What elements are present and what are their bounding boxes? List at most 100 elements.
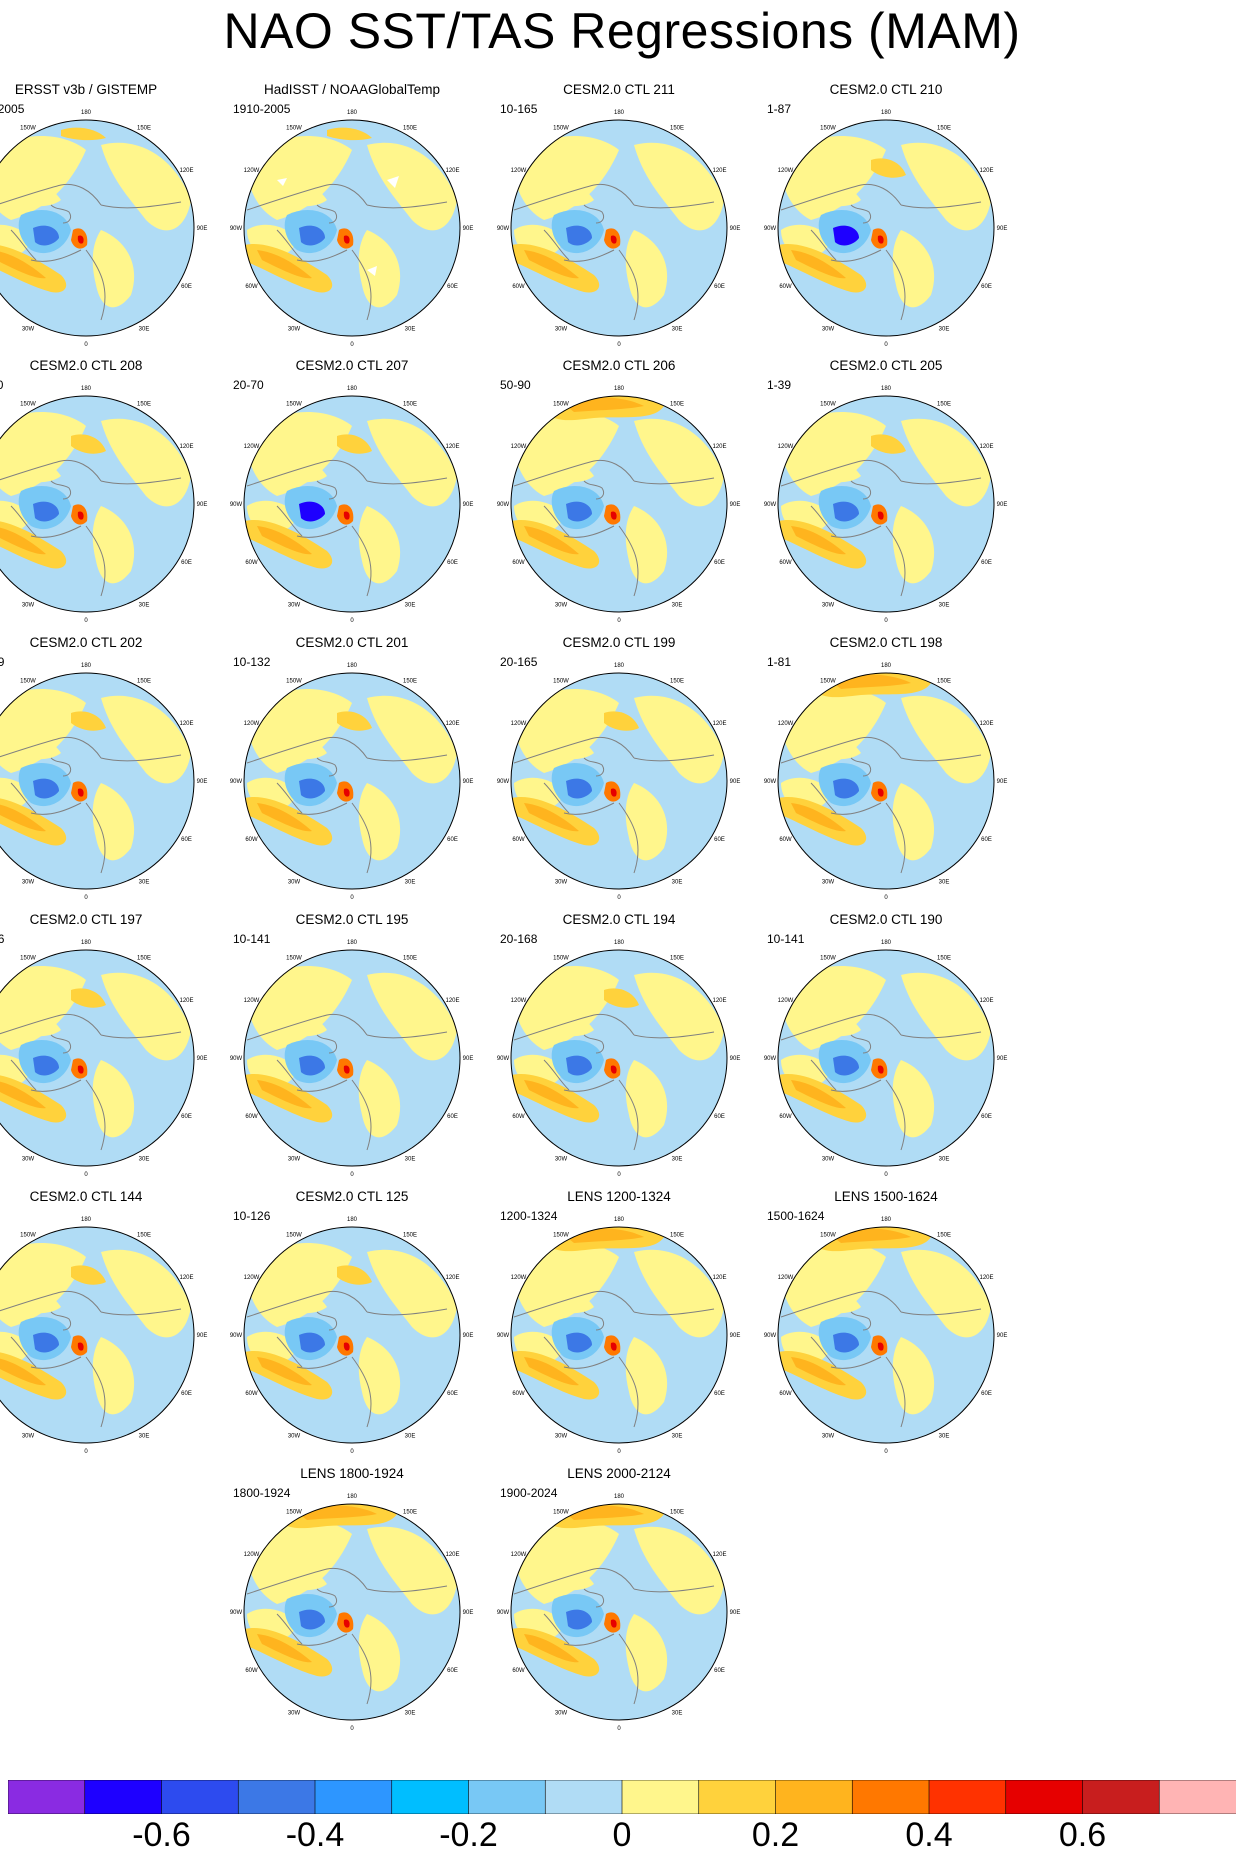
longitude-label: 180 — [347, 386, 358, 392]
longitude-label: 60W — [245, 1391, 258, 1397]
warm-region-asia — [901, 695, 991, 784]
map-boundary — [243, 1226, 461, 1444]
longitude-label: 30E — [405, 603, 416, 609]
warm-region-americas — [780, 1243, 886, 1327]
colorbar-swatch — [161, 1780, 240, 1814]
warm-region-canada — [277, 1287, 327, 1314]
longitude-label: 120W — [244, 721, 260, 727]
regression-field — [778, 673, 994, 889]
regression-field — [0, 950, 194, 1166]
longitude-label: 150E — [137, 126, 151, 132]
coastlines — [0, 183, 182, 321]
warm-region-americas — [246, 136, 352, 220]
longitude-label: 150E — [403, 126, 417, 132]
warm-spot-core — [877, 511, 884, 520]
longitude-label: 30E — [405, 1157, 416, 1163]
longitude-label: 30W — [822, 1434, 835, 1440]
longitude-label: 90E — [463, 1056, 474, 1062]
warm-region-americas — [246, 966, 352, 1050]
map-boundary — [777, 395, 995, 613]
longitude-label: 30E — [139, 603, 150, 609]
warm-region-asia — [367, 695, 457, 784]
longitude-label: 30W — [22, 1434, 35, 1440]
map-panel: CESM2.0 CTL 210 1-87 180 150E 120E 90E 60E 30E 0… — [751, 82, 1021, 358]
warm-spot-core — [877, 235, 884, 244]
longitude-label: 90E — [997, 779, 1008, 785]
siberia-warm-patch — [604, 988, 639, 1008]
longitude-label: 30E — [672, 1711, 683, 1717]
colorbar-swatch — [544, 1780, 623, 1814]
longitude-label: 90W — [230, 502, 243, 508]
panel-title: LENS 1800-1924 — [300, 1466, 404, 1481]
longitude-label: 150E — [937, 402, 951, 408]
longitude-label: 150E — [403, 402, 417, 408]
longitude-label: 180 — [881, 940, 892, 946]
regression-field — [511, 1227, 727, 1443]
longitude-label: 0 — [617, 1172, 621, 1178]
subtropical-core — [791, 526, 846, 555]
longitude-label: 30E — [672, 880, 683, 886]
longitude-label: 180 — [347, 110, 358, 116]
warm-spot-core — [343, 1065, 350, 1074]
longitude-label: 90W — [764, 502, 777, 508]
longitude-label: 60W — [779, 837, 792, 843]
longitude-label: 90E — [463, 502, 474, 508]
longitude-label: 90E — [197, 779, 208, 785]
coastlines — [513, 183, 715, 321]
coastlines — [780, 736, 982, 874]
panel-title: CESM2.0 CTL 125 — [295, 1189, 409, 1204]
colorbar-swatch — [84, 1780, 163, 1814]
map-boundary — [0, 949, 195, 1167]
longitude-label: 90E — [197, 1056, 208, 1062]
subtropical-core — [0, 526, 46, 555]
warm-region-europe-africa — [625, 1060, 668, 1138]
regression-field — [778, 396, 994, 612]
map-boundary — [777, 119, 995, 337]
warm-region-asia — [901, 142, 991, 231]
map-panel: CESM2.0 CTL 197 55-186 180 150E 120E 90E 60E 30… — [0, 912, 221, 1188]
longitude-label: 150W — [553, 1510, 569, 1516]
warm-region-asia — [634, 142, 724, 231]
longitude-label: 150E — [403, 1233, 417, 1239]
warm-region-americas — [246, 689, 352, 773]
longitude-label: 90W — [764, 1333, 777, 1339]
polar-map: 180 150E 120E 90E 60E 30E 0 30W 60W 90W 120W 150W — [230, 940, 474, 1178]
warm-region-asia — [634, 972, 724, 1061]
longitude-label: 120W — [511, 168, 527, 174]
coastlines — [246, 183, 448, 321]
longitude-label: 0 — [884, 895, 888, 901]
panel-title: CESM2.0 CTL 211 — [563, 82, 675, 97]
longitude-label: 30E — [139, 1434, 150, 1440]
longitude-label: 150E — [137, 1233, 151, 1239]
longitude-label: 60E — [181, 284, 192, 290]
longitude-label: 90W — [497, 1610, 510, 1616]
longitude-label: 150W — [553, 402, 569, 408]
map-panel: CESM2.0 CTL 198 1-81 180 150E 120E 90E 60E 30E 0… — [751, 635, 1021, 911]
cold-anomaly-core — [299, 1332, 325, 1353]
polar-map: 180 150E 120E 90E 60E 30E 0 30W 60W 90W 120W 150W — [764, 386, 1008, 624]
map-boundary — [510, 395, 728, 613]
warm-region-americas — [0, 966, 86, 1050]
warm-region-asia — [367, 142, 457, 231]
panel-title: CESM2.0 CTL 206 — [562, 358, 676, 373]
pacific-warm-patch — [61, 127, 106, 141]
cold-anomaly-core — [566, 1609, 592, 1630]
longitude-label: 60E — [714, 1668, 725, 1674]
coastlines — [0, 736, 182, 874]
longitude-label: 90E — [197, 502, 208, 508]
longitude-label: 180 — [614, 1217, 625, 1223]
warm-region-americas — [0, 689, 86, 773]
longitude-label: 0 — [350, 1726, 354, 1732]
colorbar-tick-label: 0.6 — [1058, 1816, 1107, 1854]
longitude-label: 90W — [497, 502, 510, 508]
colorbar-swatch — [928, 1780, 1007, 1814]
longitude-label: 0 — [617, 618, 621, 624]
colorbar-tick-label: -0.2 — [439, 1816, 498, 1854]
subtropical-core — [791, 803, 846, 832]
map-panel: LENS 1500-1624 1500-1624 180 150E 120E 90E 60E… — [751, 1189, 1021, 1465]
longitude-label: 120W — [244, 1552, 260, 1558]
map-boundary — [243, 1503, 461, 1721]
colorbar-swatch — [698, 1780, 777, 1814]
longitude-label: 90W — [230, 1610, 243, 1616]
longitude-label: 150W — [286, 956, 302, 962]
